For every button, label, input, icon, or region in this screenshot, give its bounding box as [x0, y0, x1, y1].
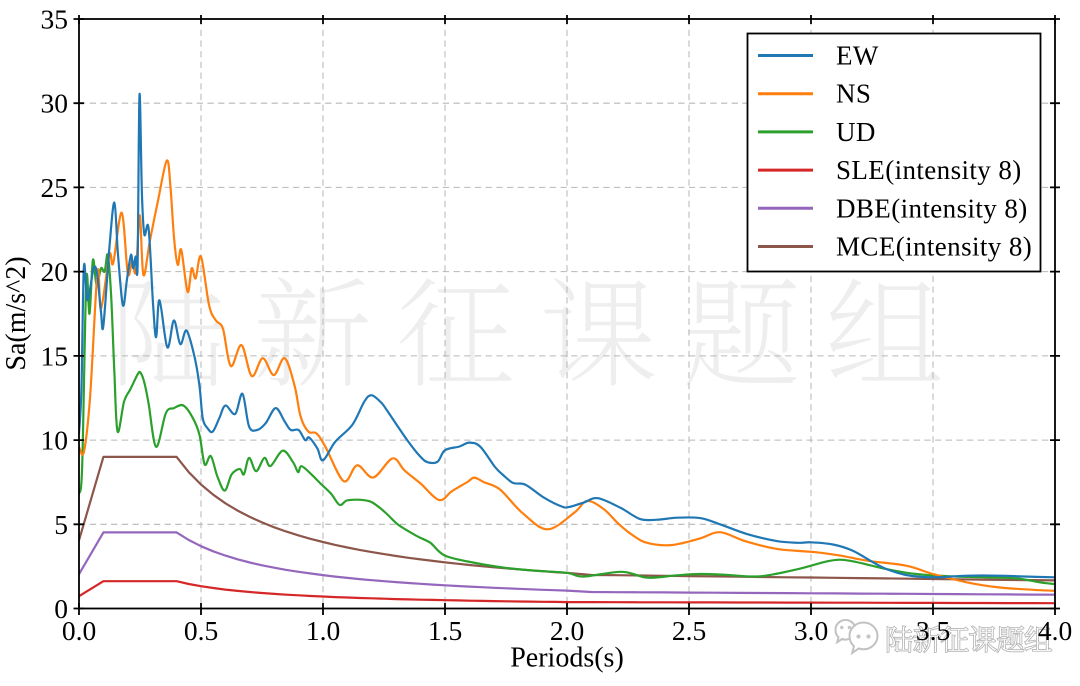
svg-text:1.0: 1.0	[306, 615, 340, 646]
svg-text:0.5: 0.5	[184, 615, 218, 646]
svg-text:Periods(s): Periods(s)	[510, 643, 624, 674]
svg-text:20: 20	[41, 256, 69, 287]
svg-text:2.5: 2.5	[672, 615, 706, 646]
svg-text:DBE(intensity 8): DBE(intensity 8)	[836, 193, 1028, 223]
svg-text:25: 25	[41, 172, 69, 203]
svg-text:UD: UD	[836, 117, 876, 147]
svg-text:EW: EW	[836, 41, 879, 71]
svg-text:1.5: 1.5	[428, 615, 462, 646]
svg-text:15: 15	[41, 340, 69, 371]
svg-text:30: 30	[41, 88, 69, 119]
svg-text:35: 35	[41, 4, 69, 35]
svg-text:0.0: 0.0	[62, 615, 96, 646]
svg-text:Sa(m/s^2): Sa(m/s^2)	[1, 256, 32, 370]
svg-text:2.0: 2.0	[550, 615, 584, 646]
svg-text:MCE(intensity 8): MCE(intensity 8)	[836, 232, 1032, 262]
svg-text:0: 0	[54, 593, 68, 624]
svg-text:4.0: 4.0	[1038, 615, 1072, 646]
svg-text:SLE(intensity 8): SLE(intensity 8)	[836, 155, 1022, 185]
svg-text:NS: NS	[836, 79, 871, 109]
svg-text:3.0: 3.0	[794, 615, 828, 646]
svg-text:5: 5	[54, 509, 68, 540]
svg-text:10: 10	[41, 425, 69, 456]
svg-text:3.5: 3.5	[916, 615, 950, 646]
